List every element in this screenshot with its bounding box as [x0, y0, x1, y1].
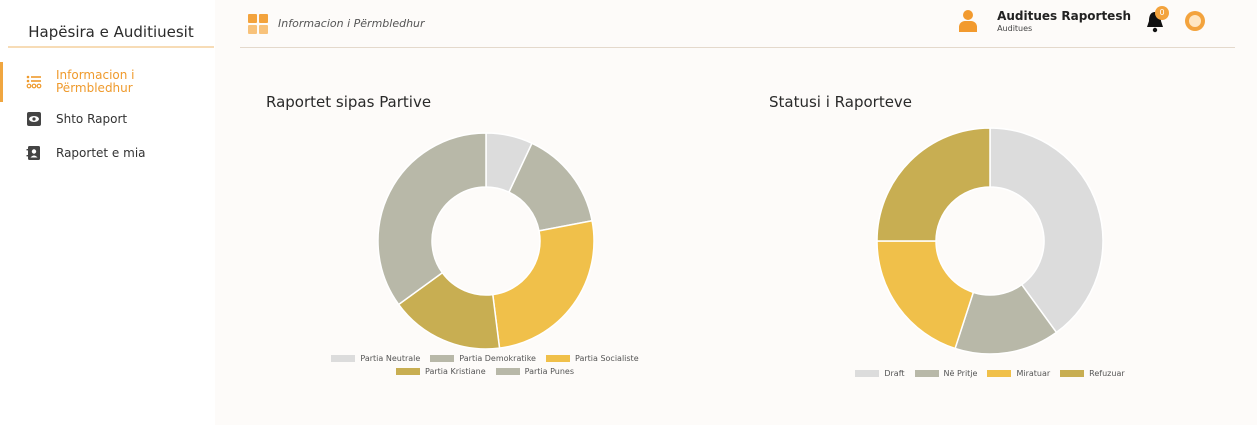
legend-label: Partia Socialiste	[574, 354, 639, 363]
chart-status	[876, 127, 1104, 355]
chart-title-parties: Raportet sipas Partive	[266, 93, 432, 111]
legend-swatch	[331, 355, 356, 362]
pie-slice-0-4[interactable]	[377, 132, 487, 306]
legend-swatch	[395, 368, 420, 375]
user-info: Auditues Raportesh Auditues	[997, 9, 1131, 33]
legend-item-0-2[interactable]: Partia Socialiste	[545, 354, 639, 363]
notification-badge: 0	[1155, 6, 1169, 20]
legend-label: Miratuar	[1016, 369, 1051, 378]
sidebar-item-label: Shto Raport	[56, 111, 128, 126]
legend-label: Refuzuar	[1089, 369, 1125, 378]
legend-label: Draft	[884, 369, 905, 378]
legend-label: Partia Neutrale	[360, 354, 421, 363]
legend-item-0-0[interactable]: Partia Neutrale	[331, 354, 420, 363]
legend-label: Në Pritje	[943, 369, 978, 378]
legend-swatch	[495, 368, 520, 375]
sidebar-item-add-report[interactable]: Shto Raport	[0, 102, 215, 136]
user-name: Auditues Raportesh	[997, 9, 1131, 23]
legend-label: Partia Demokratike	[459, 354, 536, 363]
legend-item-1-0[interactable]: Draft	[855, 369, 905, 378]
legend-swatch	[987, 370, 1012, 377]
chart-parties	[377, 132, 595, 350]
legend-swatch	[914, 370, 939, 377]
legend-item-0-3[interactable]: Partia Kristiane	[395, 367, 486, 376]
list-icon	[26, 74, 42, 90]
legend-item-0-1[interactable]: Partia Demokratike	[430, 354, 536, 363]
notification-bell-icon[interactable]: 0	[1145, 6, 1169, 34]
user-avatar-icon[interactable]	[959, 10, 978, 32]
legend-swatch	[1060, 370, 1085, 377]
legend-item-1-2[interactable]: Miratuar	[987, 369, 1050, 378]
legend-swatch	[855, 370, 880, 377]
sidebar-item-summary[interactable]: Informacion i Përmbledhur	[0, 62, 215, 102]
pie-slice-1-3[interactable]	[876, 127, 991, 242]
main-content: Informacion i Përmbledhur Auditues Rapor…	[215, 0, 1257, 425]
legend-parties: Partia Neutrale Partia Demokratike Partia …	[285, 354, 685, 380]
legend-swatch	[430, 355, 455, 362]
breadcrumb: Informacion i Përmbledhur	[278, 17, 425, 30]
legend-label: Partia Kristiane	[424, 367, 486, 376]
pie-slice-0-2[interactable]	[491, 219, 595, 349]
chart-title-status: Statusi i Raporteve	[769, 93, 913, 111]
sidebar-nav: Informacion i Përmbledhur Shto Raport	[0, 62, 215, 170]
legend-item-0-4[interactable]: Partia Punes	[495, 367, 574, 376]
logout-icon[interactable]	[1185, 11, 1205, 31]
sidebar-title: Hapësira e Auditiuesit	[8, 16, 214, 48]
dashboard-grid-icon	[248, 13, 268, 34]
legend-item-1-3[interactable]: Refuzuar	[1060, 369, 1125, 378]
sidebar-item-label: Raportet e mia	[56, 145, 146, 160]
legend-item-1-1[interactable]: Në Pritje	[914, 369, 978, 378]
pie-slice-1-2[interactable]	[876, 240, 975, 350]
sidebar-item-label: Informacion i Përmbledhur	[56, 68, 135, 95]
user-area: Auditues Raportesh Auditues 0	[959, 6, 1205, 34]
contact-book-icon	[26, 145, 42, 161]
legend-status: Draft Në Pritje Miratuar Refuzuar	[815, 369, 1165, 382]
sidebar-item-my-reports[interactable]: Raportet e mia	[0, 136, 215, 170]
sidebar: Hapësira e Auditiuesit Informacion i Për…	[0, 0, 215, 425]
legend-label: Partia Punes	[524, 367, 574, 376]
legend-swatch	[545, 355, 570, 362]
eye-icon	[26, 111, 42, 127]
user-role: Auditues	[997, 24, 1033, 33]
pie-slice-1-0[interactable]	[989, 127, 1104, 334]
top-bar: Informacion i Përmbledhur Auditues Rapor…	[240, 0, 1235, 48]
